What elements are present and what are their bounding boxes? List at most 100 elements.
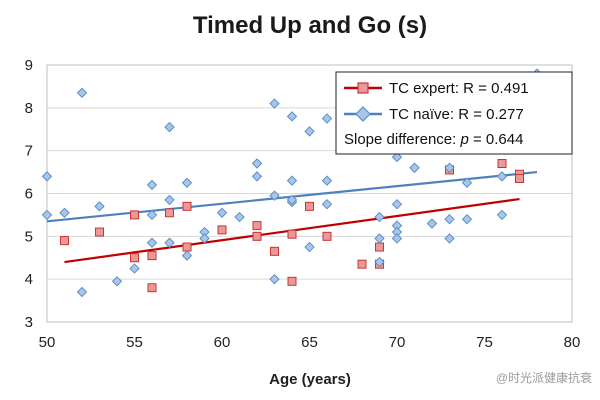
x-tick-label: 75 [476, 334, 493, 351]
x-tick-label: 80 [564, 334, 581, 351]
slope-difference-annotation: Slope difference: p = 0.644 [344, 131, 523, 148]
data-point-expert [287, 229, 297, 239]
legend-expert-label: TC expert: R = 0.491 [389, 80, 529, 97]
data-point-naive [444, 233, 455, 244]
chart-title: Timed Up and Go (s) [193, 12, 427, 39]
y-tick-label: 8 [25, 100, 33, 117]
data-point-expert [322, 231, 332, 241]
data-point-naive [321, 199, 333, 210]
data-point-expert [252, 221, 262, 231]
data-point-expert [357, 259, 367, 269]
data-point-naive [164, 194, 175, 206]
data-point-expert [375, 242, 384, 252]
data-point-naive [111, 276, 123, 287]
data-point-naive [391, 151, 403, 163]
data-point-expert [95, 227, 104, 237]
data-point-naive [269, 190, 280, 201]
data-point-naive [304, 241, 315, 253]
x-tick-label: 70 [389, 334, 406, 351]
data-point-expert [165, 208, 174, 218]
legend-naive-diamond-marker [355, 106, 371, 122]
data-point-naive [94, 201, 105, 212]
data-point-naive [426, 218, 438, 229]
data-point-expert [515, 174, 524, 184]
data-point-naive [234, 211, 245, 223]
data-point-naive [129, 263, 140, 274]
data-point-naive [164, 121, 175, 133]
legend-entry-naive: TC naïve: R = 0.277 [344, 106, 524, 123]
annotation-prefix: Slope difference: [344, 131, 460, 148]
x-tick-label: 50 [39, 334, 56, 351]
annotation-p: p [459, 131, 468, 148]
y-tick-label: 7 [25, 143, 33, 160]
legend-expert-square-marker [357, 82, 369, 94]
data-point-naive [269, 273, 280, 285]
data-point-naive [251, 158, 263, 169]
data-point-expert [287, 276, 297, 286]
data-point-naive [496, 209, 508, 221]
data-point-naive [146, 237, 158, 248]
data-point-naive [391, 233, 403, 244]
data-point-expert [130, 253, 139, 263]
data-point-expert [130, 210, 139, 220]
data-point-naive [321, 175, 333, 186]
legend: TC expert: R = 0.491 TC naïve: R = 0.277… [335, 71, 573, 155]
legend-entry-expert: TC expert: R = 0.491 [344, 80, 529, 97]
data-point-naive [321, 113, 333, 124]
data-point-naive [286, 175, 298, 186]
data-point-naive [251, 171, 263, 182]
data-point-naive [496, 171, 508, 182]
data-point-naive [181, 177, 193, 188]
data-point-expert [147, 283, 157, 293]
data-point-expert [182, 201, 192, 211]
data-point-naive [59, 207, 70, 218]
data-point-naive [391, 199, 403, 210]
data-point-naive [444, 213, 455, 225]
y-tick-label: 4 [25, 271, 33, 288]
data-point-expert [147, 251, 157, 261]
data-point-naive [374, 211, 385, 223]
data-point-naive [216, 207, 228, 218]
data-point-naive [41, 209, 53, 221]
data-point-naive [164, 237, 175, 248]
annotation-suffix: = 0.644 [469, 131, 524, 148]
data-point-expert [182, 242, 192, 252]
x-axis-title: Age (years) [269, 371, 351, 388]
y-tick-label: 6 [25, 186, 33, 203]
data-point-naive [76, 87, 88, 99]
data-point-naive [409, 162, 420, 174]
data-point-expert [252, 231, 262, 241]
data-point-naive [199, 233, 210, 244]
x-tick-label: 60 [214, 334, 231, 351]
plot-area-border [46, 64, 573, 323]
data-point-naive [76, 286, 88, 298]
x-tick-labels: 50 55 60 65 70 75 80 [39, 334, 581, 351]
data-point-naive [461, 213, 473, 225]
data-point-naive [444, 162, 455, 174]
data-point-naive [146, 209, 158, 221]
y-tick-label: 3 [25, 314, 33, 331]
data-point-expert [60, 236, 69, 246]
data-point-naive [146, 179, 158, 191]
y-tick-label: 9 [25, 57, 33, 74]
y-tick-labels: 3 4 5 6 7 8 9 [25, 57, 33, 331]
data-point-naive [374, 256, 385, 268]
data-points [41, 68, 543, 298]
data-point-expert [305, 201, 314, 211]
x-tick-label: 65 [301, 334, 318, 351]
y-tick-label: 5 [25, 228, 33, 245]
legend-naive-label: TC naïve: R = 0.277 [389, 106, 524, 123]
data-point-naive [461, 177, 473, 188]
data-point-naive [269, 98, 280, 109]
data-point-naive [286, 194, 298, 206]
data-point-naive [374, 233, 385, 244]
data-point-expert [270, 246, 279, 256]
watermark: @时光派健康抗衰 [496, 370, 592, 385]
data-point-naive [41, 171, 53, 182]
data-point-expert [217, 225, 227, 235]
data-point-expert [497, 159, 507, 169]
data-point-naive [181, 250, 193, 261]
data-point-naive [286, 111, 298, 122]
data-point-naive [304, 126, 315, 137]
